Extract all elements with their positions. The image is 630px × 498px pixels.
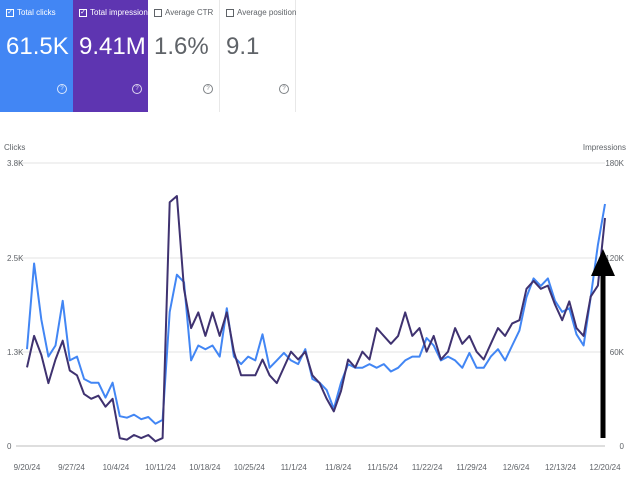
average-position-value: 9.1 — [226, 33, 260, 60]
x-tick-label: 9/20/24 — [14, 463, 41, 472]
average-ctr-label: Average CTR — [165, 8, 214, 17]
impressions-line — [26, 195, 606, 443]
left-tick-label: 0 — [7, 442, 12, 451]
arrow-head — [591, 249, 615, 276]
x-tick-label: 12/20/24 — [589, 463, 621, 472]
right-axis-title: Impressions — [583, 143, 626, 152]
left-tick-label: 1.3K — [7, 348, 24, 357]
left-tick-label: 2.5K — [7, 254, 24, 263]
help-icon[interactable]: ? — [57, 84, 67, 94]
total-impressions-checkbox[interactable]: ✓ — [79, 8, 87, 17]
left-axis-title: Clicks — [4, 143, 25, 152]
x-tick-label: 11/8/24 — [325, 463, 352, 472]
help-icon[interactable]: ? — [203, 84, 213, 94]
average-ctr-card[interactable]: Average CTR 1.6% ? — [148, 0, 220, 112]
clicks-line — [26, 203, 606, 425]
average-ctr-value: 1.6% — [154, 33, 209, 60]
left-tick-label: 3.8K — [7, 159, 24, 168]
average-ctr-checkbox[interactable] — [154, 8, 162, 17]
metric-cards: ✓ Total clicks 61.5K ? ✓ Total impressio… — [0, 0, 296, 112]
help-icon[interactable]: ? — [132, 84, 142, 94]
right-axis-ticks: 180K 120K 60K 0 — [605, 159, 624, 451]
average-position-card[interactable]: Average position 9.1 ? — [220, 0, 296, 112]
gridlines — [16, 162, 605, 447]
total-impressions-label: Total impressions — [90, 8, 152, 17]
x-tick-label: 11/15/24 — [367, 463, 398, 472]
right-tick-label: 0 — [620, 442, 625, 451]
x-axis-ticks: 9/20/24 9/27/24 10/4/24 10/11/24 10/18/24 10/… — [14, 463, 621, 472]
help-icon[interactable]: ? — [279, 84, 289, 94]
x-tick-label: 9/27/24 — [58, 463, 85, 472]
x-tick-label: 10/11/24 — [145, 463, 176, 472]
x-tick-label: 12/6/24 — [503, 463, 530, 472]
average-position-label: Average position — [237, 8, 297, 17]
total-impressions-card[interactable]: ✓ Total impressions 9.41M ? — [73, 0, 152, 112]
total-clicks-card[interactable]: ✓ Total clicks 61.5K ? — [0, 0, 73, 112]
x-tick-label: 11/1/24 — [281, 463, 308, 472]
x-tick-label: 12/13/24 — [545, 463, 577, 472]
right-tick-label: 60K — [610, 348, 625, 357]
arrow-annotation — [591, 249, 615, 438]
x-tick-label: 11/22/24 — [412, 463, 443, 472]
total-clicks-value: 61.5K — [6, 33, 69, 60]
average-position-checkbox[interactable] — [226, 8, 234, 17]
x-tick-label: 10/4/24 — [103, 463, 130, 472]
left-axis-ticks: 3.8K 2.5K 1.3K 0 — [7, 159, 24, 451]
x-tick-label: 11/29/24 — [456, 463, 487, 472]
series-lines — [26, 195, 606, 443]
right-tick-label: 120K — [605, 254, 624, 263]
x-tick-label: 10/18/24 — [189, 463, 221, 472]
right-tick-label: 180K — [605, 159, 624, 168]
total-clicks-label: Total clicks — [17, 8, 56, 17]
x-tick-label: 10/25/24 — [234, 463, 266, 472]
total-impressions-value: 9.41M — [79, 33, 146, 60]
total-clicks-checkbox[interactable]: ✓ — [6, 8, 14, 17]
